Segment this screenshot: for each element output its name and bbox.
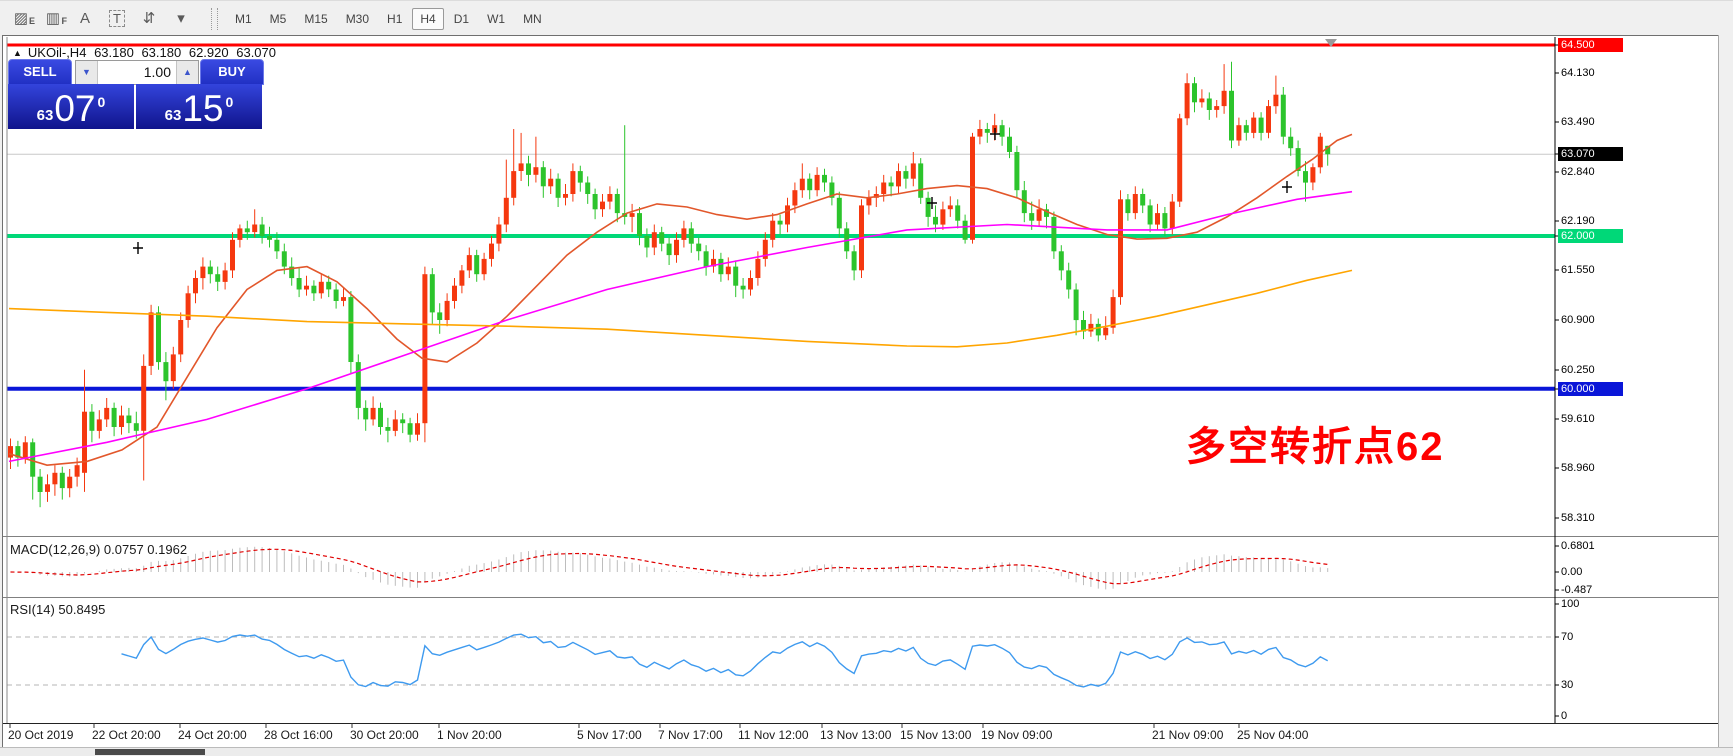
macd-label: MACD(12,26,9) 0.0757 0.1962 xyxy=(10,542,188,557)
window-scrollbar-strip[interactable] xyxy=(1718,35,1733,748)
price-axis-label: 64.500 xyxy=(1558,38,1623,52)
price-axis-label: 59.610 xyxy=(1561,413,1595,425)
sell-price-sup: 0 xyxy=(97,94,106,110)
dropdown-arrow-icon[interactable]: ▾ xyxy=(177,9,185,27)
price-axis-label: 58.960 xyxy=(1561,462,1595,474)
price-axis-label: 63.070 xyxy=(1558,147,1623,161)
rsi-scale-label: 0 xyxy=(1561,710,1568,722)
chart-annotation-text: 多空转折点62 xyxy=(1186,425,1445,469)
volume-spinner: ▼ 1.00 ▲ xyxy=(75,60,199,85)
time-axis-line xyxy=(3,723,1718,724)
text-box-tool-icon[interactable]: T xyxy=(104,7,130,31)
panel-separator[interactable] xyxy=(3,536,1718,537)
window-bottom-handle xyxy=(95,749,205,755)
price-axis-label: 60.900 xyxy=(1561,314,1595,326)
price-close: 63.070 xyxy=(236,45,276,60)
symbol-title: UKOil-,H4 xyxy=(27,45,87,60)
symbol-arrow-icon: ▲ xyxy=(13,48,22,58)
timeframe-button-h1[interactable]: H1 xyxy=(387,11,403,26)
panel-separator[interactable] xyxy=(3,597,1718,598)
macd-scale-label: 0.00 xyxy=(1561,566,1583,578)
sell-price-tile[interactable]: 63 07 0 xyxy=(8,84,134,129)
time-axis-label: 24 Oct 20:00 xyxy=(178,728,247,742)
charts-overlay-e-icon[interactable]: ▨ E xyxy=(13,9,35,27)
time-axis-label: 25 Nov 04:00 xyxy=(1237,728,1309,742)
time-axis-label: 22 Oct 20:00 xyxy=(92,728,161,742)
rsi-scale-label: 30 xyxy=(1561,679,1574,691)
buy-price-big: 15 xyxy=(182,88,224,129)
time-axis-label: 11 Nov 12:00 xyxy=(738,728,809,742)
price-axis-label: 61.550 xyxy=(1561,264,1595,276)
price-open: 63.180 xyxy=(94,45,134,60)
timeframe-button-w1[interactable]: W1 xyxy=(487,11,506,26)
time-axis-label: 13 Nov 13:00 xyxy=(820,728,892,742)
price-axis-label: 60.000 xyxy=(1558,382,1623,396)
time-axis-label: 5 Nov 17:00 xyxy=(577,728,642,742)
chart-canvas[interactable] xyxy=(7,37,1555,723)
time-axis-label: 7 Nov 17:00 xyxy=(658,728,723,742)
timeframe-button-m30[interactable]: M30 xyxy=(345,11,370,26)
symbol-header: ▲ UKOil-,H4 63.180 63.180 62.920 63.070 xyxy=(13,45,280,60)
panel-separator-groove xyxy=(3,538,1718,539)
toolbar-separator xyxy=(211,7,218,30)
time-axis-label: 21 Nov 09:00 xyxy=(1152,728,1224,742)
panel-separator-groove xyxy=(3,599,1718,600)
time-axis-label: 15 Nov 13:00 xyxy=(900,728,972,742)
rsi-scale-label: 100 xyxy=(1561,598,1580,610)
toolbar: ▨ E ▥ F A T ⇵ ▾ M1 M5 M15 M30 H1 H4 D1 W1 MN xyxy=(0,0,1733,36)
price-axis-label: 63.490 xyxy=(1561,116,1595,128)
price-axis-label: 60.250 xyxy=(1561,364,1595,376)
time-axis-label: 30 Oct 20:00 xyxy=(350,728,419,742)
timeframe-button-group: M1 M5 M15 M30 H1 H4 D1 W1 MN xyxy=(226,7,551,30)
timeframe-button-d1[interactable]: D1 xyxy=(453,11,470,26)
volume-increase-button[interactable]: ▲ xyxy=(176,61,198,84)
buy-price-sup: 0 xyxy=(225,94,234,110)
volume-decrease-button[interactable]: ▼ xyxy=(76,61,98,84)
macd-scale-label: 0.6801 xyxy=(1561,540,1595,552)
window-bottom-strip xyxy=(0,747,1733,756)
timeframe-button-m1[interactable]: M1 xyxy=(235,11,252,26)
price-axis-label: 62.840 xyxy=(1561,166,1595,178)
buy-button[interactable]: BUY xyxy=(200,59,264,85)
buy-price-small: 63 xyxy=(164,107,182,124)
rsi-label: RSI(14) 50.8495 xyxy=(10,602,106,617)
sell-price-small: 63 xyxy=(36,107,54,124)
rsi-scale-label: 70 xyxy=(1561,631,1574,643)
buy-price-tile[interactable]: 63 15 0 xyxy=(136,84,262,129)
time-axis-label: 28 Oct 16:00 xyxy=(264,728,333,742)
time-axis-label: 1 Nov 20:00 xyxy=(437,728,502,742)
timeframe-button-m15[interactable]: M15 xyxy=(304,11,328,26)
timeframe-button-mn[interactable]: MN xyxy=(523,11,542,26)
price-axis-label: 62.190 xyxy=(1561,215,1595,227)
price-axis-label: 62.000 xyxy=(1558,229,1623,243)
price-high: 63.180 xyxy=(141,45,182,60)
toolbar-icon-group: ▨ E ▥ F A T ⇵ ▾ xyxy=(5,7,197,31)
cycle-arrows-icon[interactable]: ⇵ xyxy=(142,9,156,27)
price-low: 62.920 xyxy=(188,45,229,60)
macd-scale-label: -0.487 xyxy=(1561,584,1593,596)
sell-button[interactable]: SELL xyxy=(8,59,72,85)
charts-overlay-f-icon[interactable]: ▥ F xyxy=(45,9,67,27)
timeframe-button-m5[interactable]: M5 xyxy=(269,11,287,26)
sell-price-big: 07 xyxy=(54,88,96,129)
time-axis-label: 20 Oct 2019 xyxy=(8,728,74,742)
price-axis-label: 58.310 xyxy=(1561,512,1595,524)
time-axis-label: 19 Nov 09:00 xyxy=(981,728,1053,742)
price-axis-label: 64.130 xyxy=(1561,67,1595,79)
text-annotation-icon[interactable]: A xyxy=(79,9,90,27)
volume-input[interactable]: 1.00 xyxy=(143,64,171,80)
timeframe-button-h4[interactable]: H4 xyxy=(412,7,444,30)
